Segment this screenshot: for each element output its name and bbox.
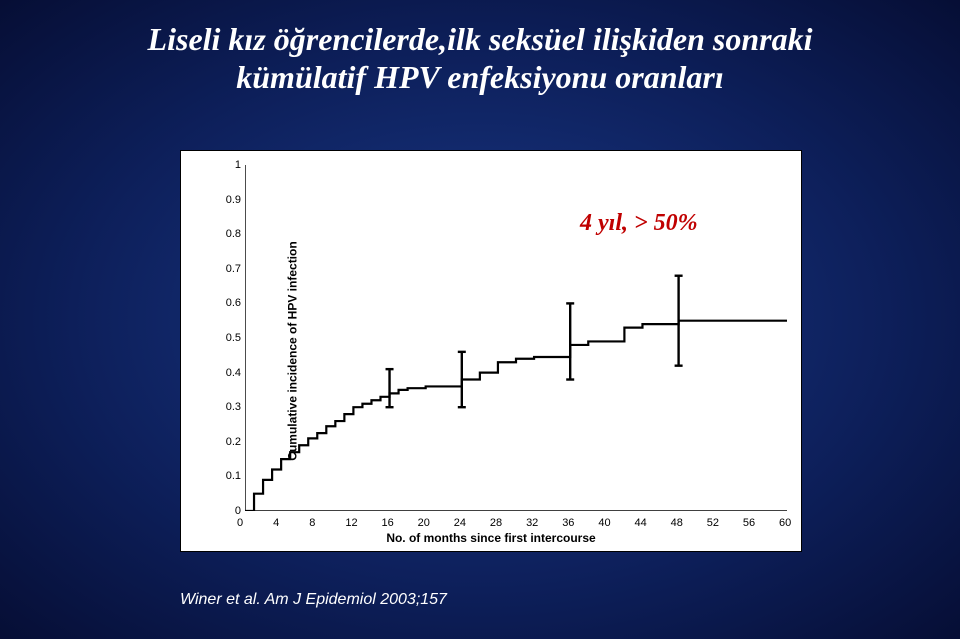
x-tick: 60 (779, 517, 791, 529)
x-axis-label: No. of months since first intercourse (181, 531, 801, 545)
y-tick: 0.3 (213, 401, 241, 413)
x-tick: 48 (671, 517, 683, 529)
x-tick: 44 (634, 517, 646, 529)
plot-area (245, 165, 787, 511)
y-tick: 0.1 (213, 470, 241, 482)
y-tick: 0.5 (213, 332, 241, 344)
x-tick: 20 (418, 517, 430, 529)
y-tick: 0 (213, 505, 241, 517)
y-tick: 0.9 (213, 194, 241, 206)
annotation-label: 4 yıl, > 50% (580, 210, 698, 237)
y-tick: 0.7 (213, 263, 241, 275)
x-tick: 8 (309, 517, 315, 529)
y-tick: 0.8 (213, 228, 241, 240)
x-tick: 24 (454, 517, 466, 529)
km-curve (245, 321, 787, 511)
x-tick: 28 (490, 517, 502, 529)
y-tick: 0.4 (213, 367, 241, 379)
chart-container: Cumulative incidence of HPV infection No… (180, 150, 802, 552)
slide-title: Liseli kız öğrencilerde,ilk seksüel iliş… (40, 20, 920, 97)
x-tick: 36 (562, 517, 574, 529)
x-tick: 32 (526, 517, 538, 529)
x-tick: 12 (345, 517, 357, 529)
citation: Winer et al. Am J Epidemiol 2003;157 (180, 591, 447, 609)
chart-svg (245, 165, 787, 511)
x-tick: 52 (707, 517, 719, 529)
y-tick: 0.6 (213, 297, 241, 309)
x-tick: 16 (382, 517, 394, 529)
y-tick: 0.2 (213, 436, 241, 448)
title-line2: kümülatif HPV enfeksiyonu oranları (236, 59, 724, 95)
x-tick: 40 (598, 517, 610, 529)
x-tick: 0 (237, 517, 243, 529)
y-tick: 1 (213, 159, 241, 171)
title-line1: Liseli kız öğrencilerde,ilk seksüel iliş… (148, 21, 813, 57)
x-tick: 4 (273, 517, 279, 529)
x-tick: 56 (743, 517, 755, 529)
